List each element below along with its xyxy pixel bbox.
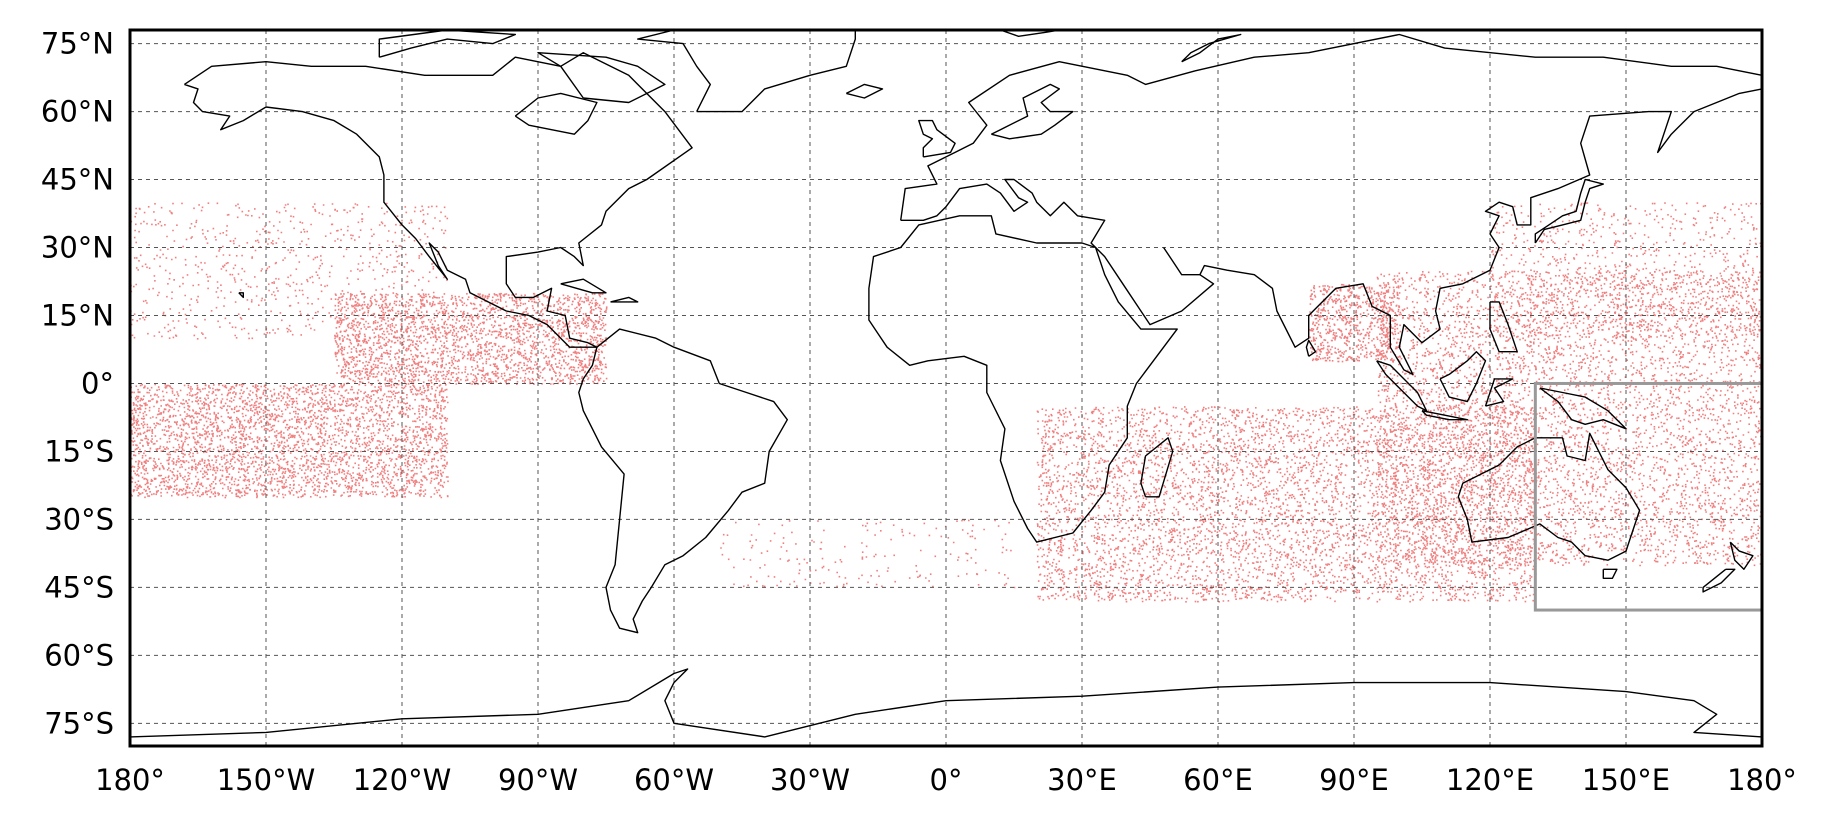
coastline — [1602, 568, 1618, 579]
lon-tick-label: 60°W — [634, 763, 714, 797]
coastline — [900, 33, 1763, 376]
data-points — [130, 383, 449, 499]
coastline — [578, 328, 788, 634]
coastline — [129, 668, 1763, 738]
coastline — [868, 215, 1178, 543]
axis-tick-labels: 180° 150°W 120°W 90°W 60°W 30°W 0° 30°E 60°E 90°E… — [41, 27, 1797, 797]
coastline — [1729, 541, 1754, 570]
lon-tick-label: 120°E — [1446, 763, 1534, 797]
coastline — [537, 52, 666, 104]
coastline — [1421, 410, 1468, 421]
lon-tick-label: 120°W — [353, 763, 452, 797]
coastline — [378, 29, 516, 58]
coastline — [1305, 339, 1317, 357]
coastline — [184, 52, 693, 348]
coastline — [1702, 568, 1736, 593]
lon-tick-label: 60°E — [1183, 763, 1253, 797]
point-cluster-central-pacific-south — [130, 383, 449, 499]
coastline — [1140, 437, 1174, 498]
data-points — [1376, 270, 1764, 567]
coastline — [560, 278, 607, 294]
lat-tick-label: 45°N — [41, 163, 114, 197]
coastline — [1181, 33, 1242, 63]
map-plot-area — [128, 28, 1764, 748]
lon-tick-label: 90°W — [498, 763, 578, 797]
lat-tick-label: 75°N — [41, 27, 114, 61]
lat-tick-label: 45°S — [44, 570, 114, 604]
point-cluster-south-indian — [1036, 406, 1537, 603]
coastline — [610, 296, 639, 303]
point-cluster-maritime-continent — [1376, 270, 1764, 567]
point-cluster-south-atlantic-sparse — [720, 519, 1016, 589]
coastline — [845, 83, 884, 99]
lat-tick-label: 75°S — [44, 706, 114, 740]
coastline — [1534, 178, 1604, 244]
data-points — [720, 519, 1016, 589]
lon-tick-label: 30°E — [1047, 763, 1117, 797]
lon-tick-label: 180° — [1727, 763, 1797, 797]
coastline — [1484, 378, 1514, 407]
lat-tick-label: 30°N — [41, 231, 114, 265]
lon-tick-label: 30°W — [770, 763, 850, 797]
lon-tick-label: 150°W — [217, 763, 316, 797]
coastlines — [129, 29, 1763, 738]
lat-tick-label: 60°N — [41, 95, 114, 129]
coastline — [1163, 247, 1200, 276]
lat-tick-label: 15°N — [41, 298, 114, 332]
lat-tick-label: 0° — [81, 366, 114, 400]
coastline — [1439, 351, 1487, 403]
coastline — [918, 119, 956, 158]
coastline — [514, 92, 598, 135]
data-points — [1036, 406, 1537, 603]
lat-tick-label: 30°S — [44, 502, 114, 536]
lon-tick-label: 180° — [95, 763, 165, 797]
lat-tick-label: 15°S — [44, 434, 114, 468]
coastline — [1539, 387, 1627, 430]
lon-tick-label: 90°E — [1319, 763, 1389, 797]
lat-tick-label: 60°S — [44, 638, 114, 672]
coastline — [1376, 360, 1428, 412]
coastline — [238, 292, 244, 299]
lon-tick-label: 0° — [930, 763, 963, 797]
coastline — [990, 83, 1074, 140]
lon-tick-label: 150°E — [1582, 763, 1670, 797]
coastline — [1457, 432, 1641, 561]
map-frame — [128, 28, 1764, 748]
graticule — [130, 30, 1762, 746]
coastline — [1489, 301, 1518, 353]
